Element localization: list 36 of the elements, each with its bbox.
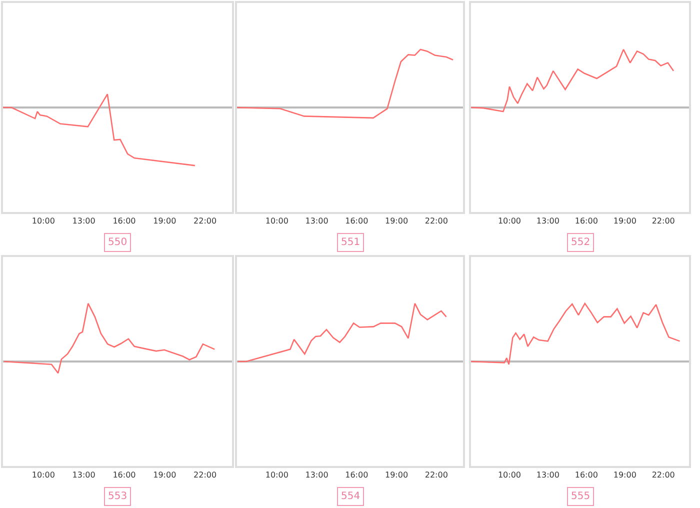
x-tick-label: 22:00: [652, 216, 675, 226]
x-tick-label: 13:00: [536, 216, 560, 226]
x-tick-label: 13:00: [72, 470, 96, 480]
x-tick-label: 16:00: [345, 470, 368, 480]
x-tick-label: 10:00: [32, 470, 55, 480]
x-tick-label: 10:00: [265, 470, 288, 480]
x-tick-label: 22:00: [424, 216, 448, 226]
x-tick-label: 19:00: [153, 216, 176, 226]
x-tick-label: 10:00: [498, 216, 521, 226]
x-axis-title: 550: [108, 237, 128, 248]
x-tick-label: 13:00: [305, 216, 328, 226]
x-tick-label: 13:00: [305, 470, 328, 480]
x-tick-label: 16:00: [112, 216, 136, 226]
x-tick-label: 13:00: [536, 470, 560, 480]
x-tick-label: 19:00: [613, 216, 636, 226]
x-axis-title: 552: [571, 237, 590, 248]
x-tick-label: 13:00: [72, 216, 96, 226]
x-tick-label: 10:00: [498, 470, 521, 480]
x-tick-label: 19:00: [385, 470, 408, 480]
x-axis-title: 553: [108, 491, 128, 502]
x-tick-label: 19:00: [385, 216, 408, 226]
x-tick-label: 22:00: [424, 470, 448, 480]
x-tick-label: 16:00: [345, 216, 368, 226]
x-tick-label: 10:00: [265, 216, 288, 226]
x-tick-label: 19:00: [613, 470, 636, 480]
x-tick-label: 19:00: [153, 470, 176, 480]
x-tick-label: 22:00: [194, 470, 217, 480]
x-tick-label: 10:00: [32, 216, 55, 226]
x-tick-label: 22:00: [652, 470, 675, 480]
x-tick-label: 16:00: [112, 470, 136, 480]
x-axis-title: 554: [341, 491, 360, 502]
x-axis-title: 551: [341, 237, 360, 248]
x-axis-title: 555: [571, 491, 590, 502]
x-tick-label: 22:00: [194, 216, 217, 226]
x-tick-label: 16:00: [574, 470, 598, 480]
x-tick-label: 16:00: [574, 216, 598, 226]
